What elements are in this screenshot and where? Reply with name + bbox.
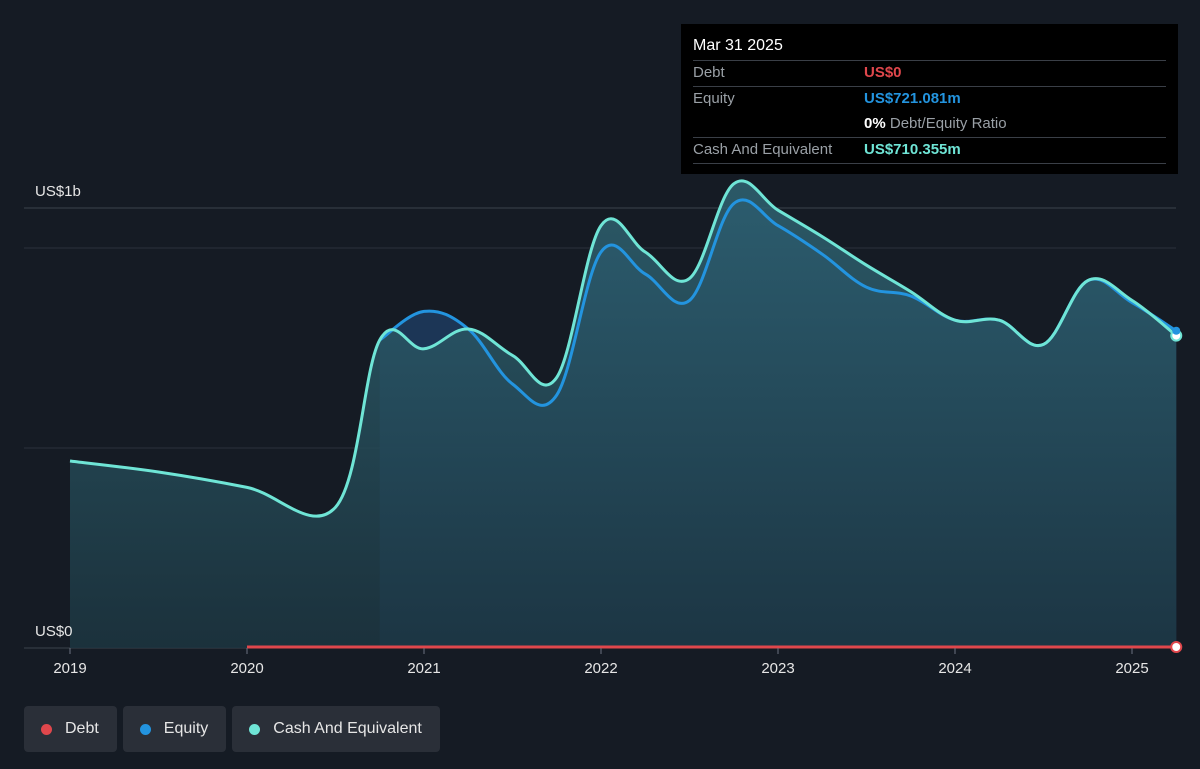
tooltip-date: Mar 31 2025 [693,37,783,54]
series-lines [69,179,1178,649]
y-tick-label: US$1b [35,183,81,200]
y-tick-label: US$0 [35,623,73,640]
tooltip-ratio-number: 0% [864,115,886,132]
tooltip-row-ratio: 0% Debt/Equity Ratio [693,112,1166,137]
legend: Debt Equity Cash And Equivalent [24,706,440,752]
legend-label-equity: Equity [163,720,209,737]
equity-endpoint [1172,326,1181,335]
tooltip-row-cash: Cash And Equivalent US$710.355m [693,137,1166,164]
cash-line [69,179,1178,518]
chart-area: US$1b US$0 2019 2020 2021 2022 2023 2024 2025 [24,179,1183,677]
legend-dot-equity [139,723,151,735]
x-tick-label: 2023 [761,660,794,677]
x-axis: 2019 2020 2021 2022 2023 2024 2025 [53,648,1149,677]
tooltip-cash-value: US$710.355m [864,141,961,158]
series-areas [70,180,1177,648]
legend-label-debt: Debt [65,720,99,737]
tooltip-row-debt: Debt US$0 [693,60,1166,86]
legend-item-cash[interactable]: Cash And Equivalent [232,706,440,752]
legend-item-equity[interactable]: Equity [122,706,227,752]
tooltip-panel: Mar 31 2025 Debt US$0 Equity US$721.081m… [681,24,1178,174]
series-endpoints [1170,326,1183,653]
tooltip-row-equity: Equity US$721.081m [693,86,1166,112]
x-tick-label: 2020 [230,660,263,677]
tooltip-ratio-label: Debt/Equity Ratio [889,115,1007,132]
x-tick-label: 2022 [584,660,617,677]
cash-area [70,180,1177,648]
x-tick-label: 2025 [1115,660,1148,677]
x-tick-label: 2024 [938,660,971,677]
x-tick-label: 2019 [53,660,86,677]
tooltip-debt-label: Debt [693,64,725,81]
legend-dot-cash [249,723,261,735]
legend-dot-debt [41,723,52,735]
tooltip-debt-value: US$0 [864,64,902,81]
x-tick-label: 2021 [407,660,440,677]
tooltip-cash-label: Cash And Equivalent [693,141,833,158]
legend-label-cash: Cash And Equivalent [273,720,422,737]
tooltip-ratio-value: 0% Debt/Equity Ratio [864,112,1007,136]
debt-endpoint [1170,641,1183,653]
y-axis-labels: US$1b US$0 [35,183,81,640]
tooltip-equity-label: Equity [693,90,735,107]
legend-item-debt[interactable]: Debt [24,706,117,752]
tooltip-equity-value: US$721.081m [864,90,961,107]
